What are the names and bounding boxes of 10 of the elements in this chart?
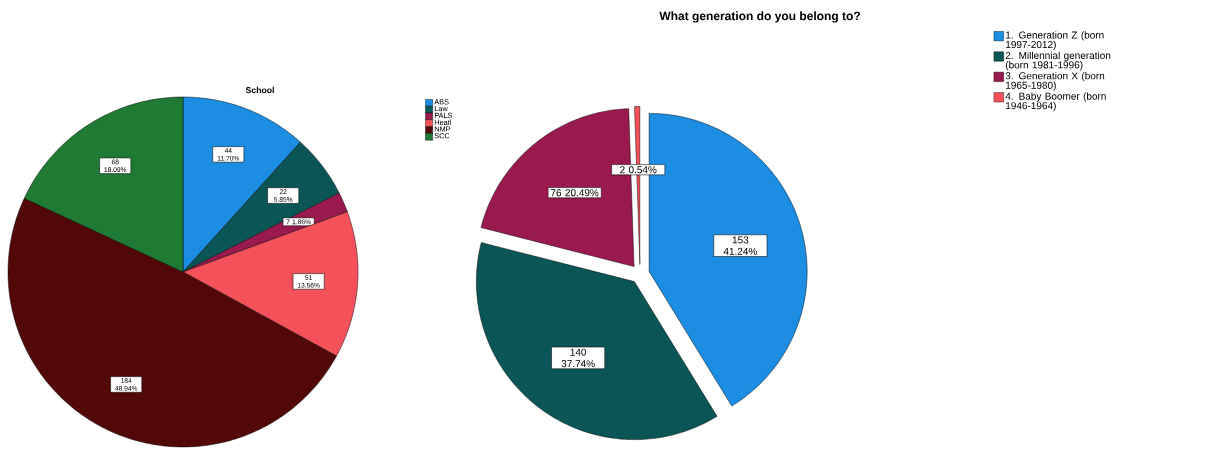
data-label: 153 41.24%: [723, 236, 757, 255]
data-label: 2 0.54%: [620, 166, 657, 174]
legend-label: 3. Generation X (born 1965-1980): [1005, 72, 1105, 91]
legend-label: 2. Millennial generation (born 1981-1996): [1005, 51, 1111, 71]
data-label: 76 20.49%: [550, 189, 599, 197]
chart-title: School: [245, 86, 274, 94]
legend-label: 4. Baby Boomer (born 1946-1964): [1005, 92, 1106, 112]
legend-label: 1. Generation Z (born 1997-2012): [1006, 31, 1104, 51]
chart-title: What generation do you belong to?: [659, 11, 860, 23]
data-label: 140 37.74%: [561, 348, 595, 368]
